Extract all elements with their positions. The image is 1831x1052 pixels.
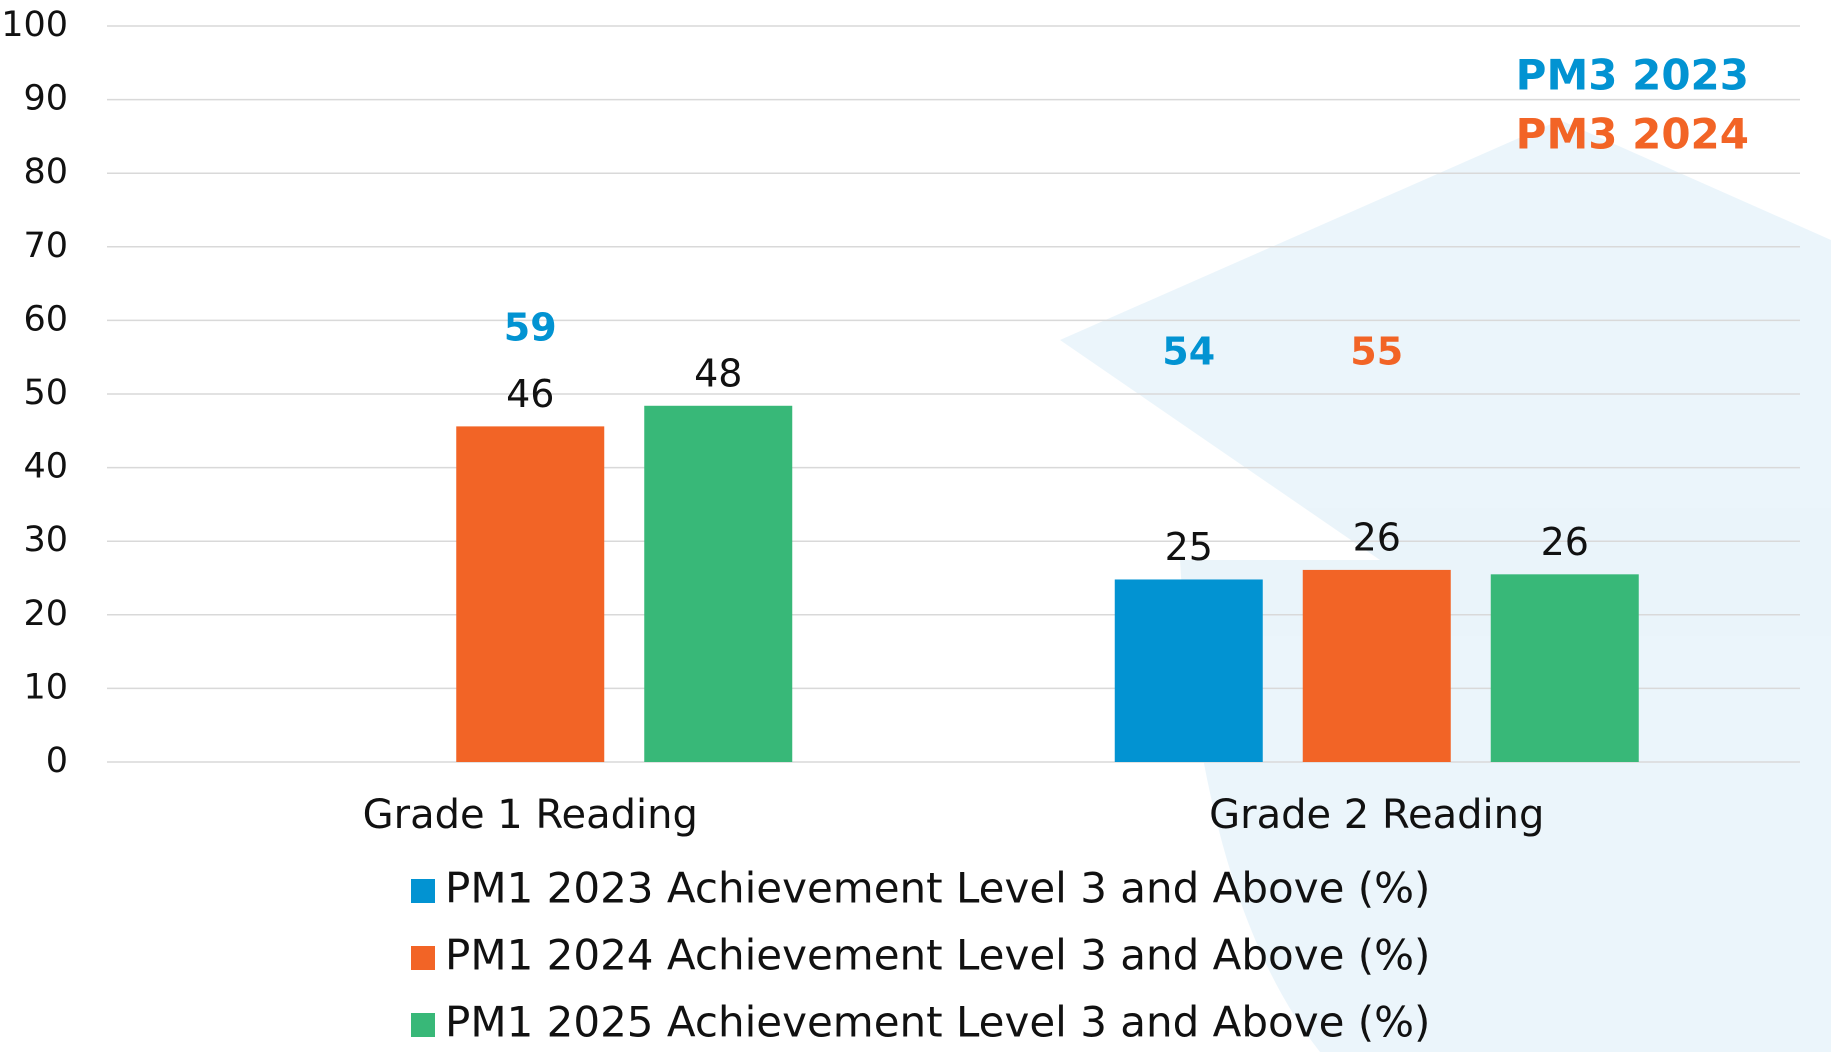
y-tick-label: 90	[23, 79, 68, 119]
pm3-legend: PM3 2024	[1516, 110, 1749, 159]
y-tick-label: 10	[23, 667, 68, 707]
y-tick-label: 50	[23, 373, 68, 413]
y-tick-label: 0	[46, 741, 68, 781]
legend-swatch	[411, 1013, 435, 1037]
bar	[1302, 569, 1451, 762]
data-label: 46	[506, 372, 554, 416]
watermark-cap	[1060, 120, 1831, 560]
y-tick-label: 100	[1, 5, 68, 45]
legend-label: PM1 2024 Achievement Level 3 and Above (…	[445, 931, 1430, 980]
data-label: 26	[1541, 520, 1589, 564]
x-tick-label: Grade 1 Reading	[363, 792, 698, 838]
data-label: 26	[1353, 515, 1401, 559]
pm3-legend: PM3 2023	[1516, 51, 1749, 100]
bar	[1114, 579, 1263, 762]
bar	[456, 426, 605, 762]
y-tick-label: 30	[23, 520, 68, 560]
bar	[1490, 574, 1639, 762]
pm3-label: 55	[1350, 330, 1403, 374]
data-label: 25	[1165, 525, 1213, 569]
pm3-label: 54	[1162, 330, 1215, 374]
x-tick-label: Grade 2 Reading	[1209, 792, 1544, 838]
legend-swatch	[411, 879, 435, 903]
y-tick-label: 80	[23, 152, 68, 192]
y-tick-label: 60	[23, 299, 68, 339]
legend-label: PM1 2023 Achievement Level 3 and Above (…	[445, 864, 1430, 913]
y-tick-label: 70	[23, 226, 68, 266]
y-tick-label: 20	[23, 594, 68, 634]
y-tick-label: 40	[23, 447, 68, 487]
pm3-label: 59	[504, 306, 557, 350]
legend-label: PM1 2025 Achievement Level 3 and Above (…	[445, 998, 1430, 1047]
data-label: 48	[694, 351, 742, 395]
legend-swatch	[411, 946, 435, 970]
bar	[644, 405, 793, 762]
